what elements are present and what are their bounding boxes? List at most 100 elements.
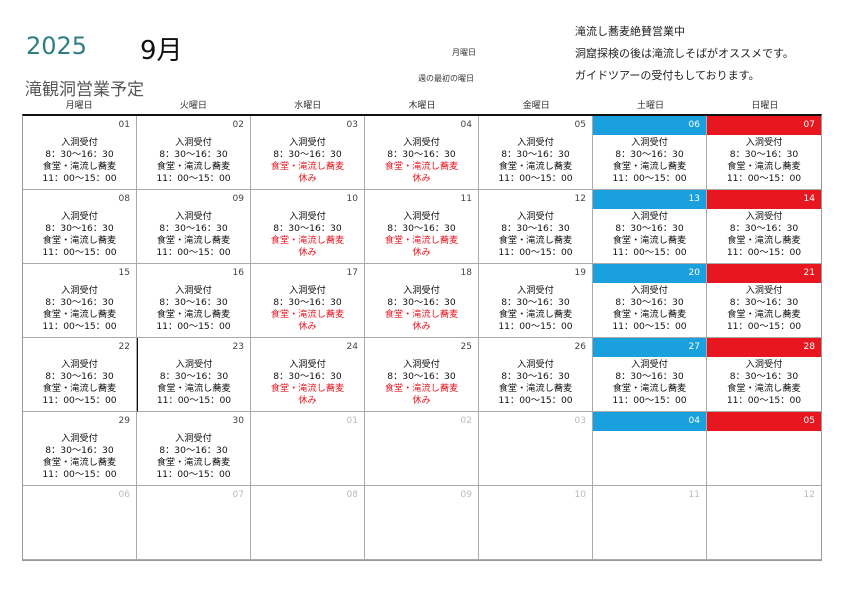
notice-line-1: 滝流し蕎麦絶賛営業中 xyxy=(575,25,685,38)
cave-entry-label: 入洞受付 xyxy=(631,285,668,296)
restaurant-closed-label: 休み xyxy=(298,247,317,258)
day-schedule: 入洞受付 8：30〜16：30 食堂・滝流し蕎麦 11：00〜15：00 xyxy=(137,433,250,481)
day-number: 07 xyxy=(707,116,821,135)
day-number: 20 xyxy=(593,264,706,283)
restaurant-label: 食堂・滝流し蕎麦 xyxy=(157,383,231,394)
cave-entry-label: 入洞受付 xyxy=(289,359,326,370)
day-schedule: 入洞受付 8：30〜16：30 食堂・滝流し蕎麦 11：00〜15：00 xyxy=(23,285,136,333)
day-number: 04 xyxy=(460,120,472,130)
restaurant-label: 食堂・滝流し蕎麦 xyxy=(498,309,573,320)
restaurant-label: 食堂・滝流し蕎麦 xyxy=(156,235,231,246)
calendar-day-cell: 30 入洞受付 8：30〜16：30 食堂・滝流し蕎麦 11：00〜15：00 xyxy=(137,412,251,486)
cave-entry-hours: 8：30〜16：30 xyxy=(159,297,228,308)
restaurant-hours: 11：00〜15：00 xyxy=(612,173,687,184)
cave-entry-label: 入洞受付 xyxy=(61,211,98,222)
page-title: 滝観洞営業予定 xyxy=(25,80,144,100)
calendar-day-cell: 06 xyxy=(23,486,137,560)
restaurant-label: 食堂・滝流し蕎麦 xyxy=(727,161,801,172)
cave-entry-hours: 8：30〜16：30 xyxy=(273,149,342,160)
restaurant-closed-label: 休み xyxy=(412,395,431,406)
restaurant-closed-label: 休み xyxy=(298,173,317,184)
cave-entry-hours: 8：30〜16：30 xyxy=(501,149,570,160)
calendar-day-cell: 23 入洞受付 8：30〜16：30 食堂・滝流し蕎麦 11：00〜15：00 xyxy=(137,338,251,412)
cave-entry-label: 入洞受付 xyxy=(175,433,212,444)
restaurant-label: 食堂・滝流し蕎麦 xyxy=(270,235,345,246)
cave-entry-label: 入洞受付 xyxy=(517,137,554,148)
day-number: 11 xyxy=(688,490,700,500)
calendar-day-cell: 04 入洞受付 8：30〜16：30 食堂・滝流し蕎麦 休み xyxy=(365,116,479,190)
calendar-day-cell: 06 入洞受付 8：30〜16：30 食堂・滝流し蕎麦 11：00〜15：00 xyxy=(593,116,707,190)
calendar-day-cell: 10 入洞受付 8：30〜16：30 食堂・滝流し蕎麦 休み xyxy=(251,190,365,264)
day-number: 08 xyxy=(346,490,358,500)
day-number: 09 xyxy=(460,490,472,500)
cave-entry-hours: 8：30〜16：30 xyxy=(159,371,229,382)
restaurant-label: 食堂・滝流し蕎麦 xyxy=(727,309,801,320)
day-schedule: 入洞受付 8：30〜16：30 食堂・滝流し蕎麦 11：00〜15：00 xyxy=(23,433,136,481)
cave-entry-hours: 8：30〜16：30 xyxy=(273,371,342,382)
cave-entry-hours: 8：30〜16：30 xyxy=(387,297,456,308)
day-number: 06 xyxy=(593,116,706,135)
calendar-day-cell: 12 xyxy=(707,486,821,560)
cave-entry-label: 入洞受付 xyxy=(631,211,668,222)
cave-entry-hours: 8：30〜16：30 xyxy=(615,371,684,382)
restaurant-hours: 11：00〜15：00 xyxy=(726,395,802,406)
calendar-day-cell: 11 入洞受付 8：30〜16：30 食堂・滝流し蕎麦 休み xyxy=(365,190,479,264)
day-number: 02 xyxy=(460,416,472,426)
cave-entry-hours: 8：30〜16：30 xyxy=(159,149,228,160)
cave-entry-label: 入洞受付 xyxy=(631,137,668,148)
day-schedule: 入洞受付 8：30〜16：30 食堂・滝流し蕎麦 11：00〜15：00 xyxy=(23,137,136,185)
weekday-wed: 水曜日 xyxy=(294,101,322,111)
day-number: 01 xyxy=(346,416,358,426)
restaurant-label: 食堂・滝流し蕎麦 xyxy=(612,309,687,320)
restaurant-label: 食堂・滝流し蕎麦 xyxy=(42,309,117,320)
restaurant-hours: 11：00〜15：00 xyxy=(42,321,117,332)
restaurant-label: 食堂・滝流し蕎麦 xyxy=(42,161,117,172)
restaurant-hours: 11：00〜15：00 xyxy=(612,395,687,406)
calendar-day-cell: 07 入洞受付 8：30〜16：30 食堂・滝流し蕎麦 11：00〜15：00 xyxy=(707,116,821,190)
day-number: 18 xyxy=(460,268,472,278)
calendar-day-cell: 19 入洞受付 8：30〜16：30 食堂・滝流し蕎麦 11：00〜15：00 xyxy=(479,264,593,338)
restaurant-label: 食堂・滝流し蕎麦 xyxy=(384,235,459,246)
calendar-day-cell: 26 入洞受付 8：30〜16：30 食堂・滝流し蕎麦 11：00〜15：00 xyxy=(479,338,593,412)
day-schedule: 入洞受付 8：30〜16：30 食堂・滝流し蕎麦 11：00〜15：00 xyxy=(593,211,706,259)
calendar-day-cell: 17 入洞受付 8：30〜16：30 食堂・滝流し蕎麦 休み xyxy=(251,264,365,338)
day-number: 03 xyxy=(346,120,358,130)
calendar-day-cell: 20 入洞受付 8：30〜16：30 食堂・滝流し蕎麦 11：00〜15：00 xyxy=(593,264,707,338)
calendar-grid: 01 入洞受付 8：30〜16：30 食堂・滝流し蕎麦 11：00〜15：00 02 入洞受… xyxy=(22,114,822,561)
day-schedule: 入洞受付 8：30〜16：30 食堂・滝流し蕎麦 11：00〜15：00 xyxy=(137,211,250,259)
restaurant-label: 食堂・滝流し蕎麦 xyxy=(270,309,345,320)
day-number: 16 xyxy=(232,268,244,278)
cave-entry-hours: 8：30〜16：30 xyxy=(729,149,799,160)
calendar-day-cell: 12 入洞受付 8：30〜16：30 食堂・滝流し蕎麦 11：00〜15：00 xyxy=(479,190,593,264)
restaurant-label: 食堂・滝流し蕎麦 xyxy=(612,161,687,172)
cave-entry-label: 入洞受付 xyxy=(289,285,326,296)
restaurant-hours: 11：00〜15：00 xyxy=(42,469,117,480)
cave-entry-hours: 8：30〜16：30 xyxy=(45,371,114,382)
weekday-tue: 火曜日 xyxy=(179,101,207,111)
day-schedule: 入洞受付 8：30〜16：30 食堂・滝流し蕎麦 休み xyxy=(251,137,364,185)
restaurant-closed-label: 休み xyxy=(412,173,431,184)
calendar-day-cell: 02 xyxy=(365,412,479,486)
calendar-day-cell: 01 xyxy=(251,412,365,486)
calendar-day-cell: 18 入洞受付 8：30〜16：30 食堂・滝流し蕎麦 休み xyxy=(365,264,479,338)
cave-entry-label: 入洞受付 xyxy=(61,137,98,148)
restaurant-hours: 11：00〜15：00 xyxy=(42,395,117,406)
calendar-day-cell: 14 入洞受付 8：30〜16：30 食堂・滝流し蕎麦 11：00〜15：00 xyxy=(707,190,821,264)
cave-entry-label: 入洞受付 xyxy=(403,137,440,148)
day-number: 13 xyxy=(593,190,706,209)
restaurant-label: 食堂・滝流し蕎麦 xyxy=(156,161,231,172)
cave-entry-hours: 8：30〜16：30 xyxy=(45,223,114,234)
cave-entry-hours: 8：30〜16：30 xyxy=(501,371,570,382)
cave-entry-label: 入洞受付 xyxy=(745,285,783,296)
day-schedule: 入洞受付 8：30〜16：30 食堂・滝流し蕎麦 11：00〜15：00 xyxy=(707,211,821,259)
day-schedule: 入洞受付 8：30〜16：30 食堂・滝流し蕎麦 休み xyxy=(365,285,478,333)
restaurant-label: 食堂・滝流し蕎麦 xyxy=(384,383,459,394)
day-number: 09 xyxy=(232,194,244,204)
cave-entry-hours: 8：30〜16：30 xyxy=(159,445,228,456)
calendar-day-cell: 05 xyxy=(707,412,821,486)
day-schedule: 入洞受付 8：30〜16：30 食堂・滝流し蕎麦 11：00〜15：00 xyxy=(479,137,592,185)
cave-entry-hours: 8：30〜16：30 xyxy=(615,223,684,234)
restaurant-hours: 11：00〜15：00 xyxy=(156,173,231,184)
restaurant-label: 食堂・滝流し蕎麦 xyxy=(727,235,801,246)
day-number: 27 xyxy=(593,338,706,357)
